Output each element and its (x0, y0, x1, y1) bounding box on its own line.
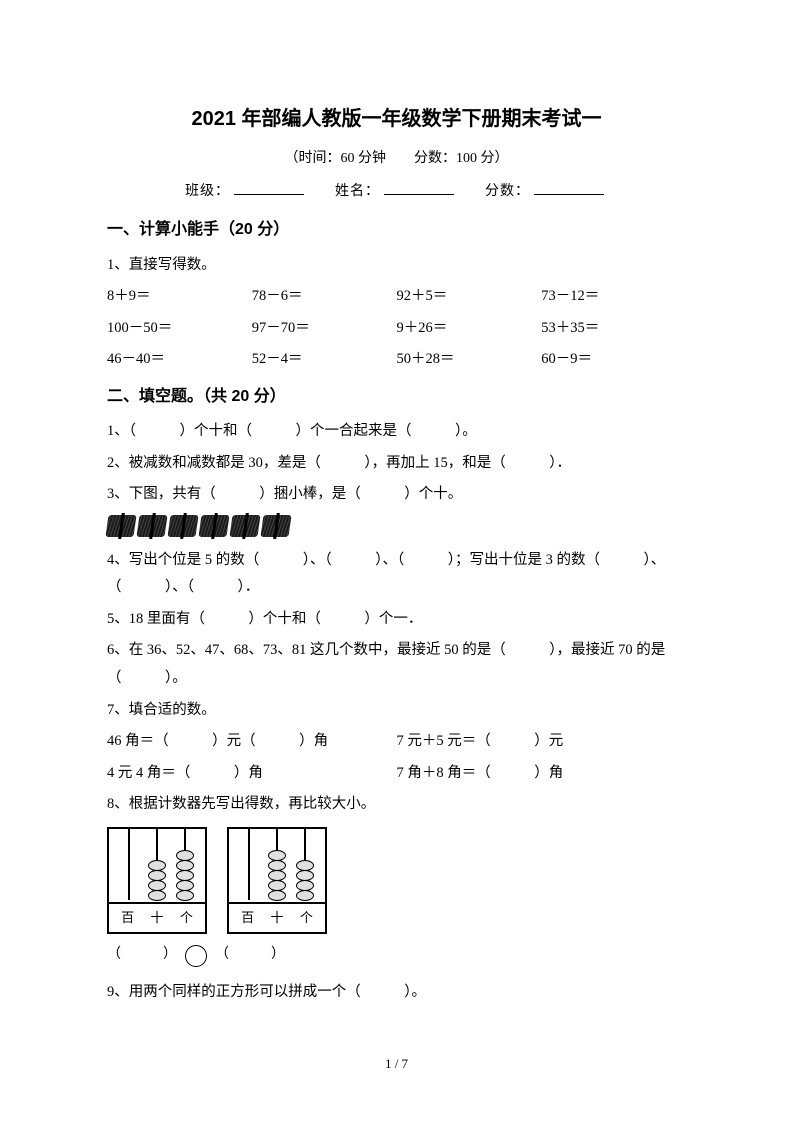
exam-title: 2021 年部编人教版一年级数学下册期末考试一 (107, 100, 686, 138)
abacus-rod (248, 829, 250, 900)
compare-right-blank: （ ） (215, 942, 285, 969)
q7-cell: 4 元 4 角＝（ ）角 (107, 760, 397, 788)
score-label: 分数： (485, 184, 530, 199)
abacus-bead (148, 890, 166, 901)
calc-cell: 50＋28＝ (397, 346, 542, 374)
abacus-rod (156, 829, 158, 900)
abacus-place-label: 十 (270, 906, 283, 931)
section-2-header: 二、填空题。（共 20 分） (107, 382, 686, 412)
abacus-place-label: 百 (241, 906, 254, 931)
calc-cell: 53＋35＝ (541, 315, 686, 343)
name-label: 姓名： (335, 184, 380, 199)
calc-cell: 52－4＝ (252, 346, 397, 374)
exam-subtitle: （时间：60 分钟 分数：100 分） (107, 146, 686, 173)
calc-row: 8＋9＝78－6＝92＋5＝73－12＝ (107, 283, 686, 311)
abacus-2: 百十个 (227, 827, 327, 935)
calc-cell: 8＋9＝ (107, 283, 252, 311)
class-blank (234, 181, 304, 195)
compare-left-blank: （ ） (107, 942, 177, 969)
abacus-place-label: 个 (180, 906, 193, 931)
calc-cell: 60－9＝ (541, 346, 686, 374)
s2-q1: 1、（ ）个十和（ ）个一合起来是（ ）。 (107, 418, 686, 446)
calc-row: 100－50＝97－70＝9＋26＝53＋35＝ (107, 315, 686, 343)
score-blank (534, 181, 604, 195)
stick-bundle (198, 515, 229, 537)
stick-bundle (260, 515, 291, 537)
calc-cell: 9＋26＝ (397, 315, 542, 343)
compare-circle (185, 945, 207, 967)
abacus-rod (184, 829, 186, 900)
q7-cell: 7 角＋8 角＝（ ）角 (397, 760, 687, 788)
section-1-header: 一、计算小能手（20 分） (107, 215, 686, 245)
q7-cell: 7 元＋5 元＝（ ）元 (397, 728, 687, 756)
abacus-rod (304, 829, 306, 900)
student-info-line: 班级： 姓名： 分数： (107, 179, 686, 206)
abacus-place-label: 百 (121, 906, 134, 931)
s2-q5: 5、18 里面有（ ）个十和（ ）个一． (107, 606, 686, 634)
stick-bundle (229, 515, 260, 537)
q7-cell: 46 角＝（ ）元（ ）角 (107, 728, 397, 756)
class-label: 班级： (185, 184, 230, 199)
abacus-rod (128, 829, 130, 900)
q7-row: 46 角＝（ ）元（ ）角7 元＋5 元＝（ ）元 (107, 728, 686, 756)
s1-q1-label: 1、直接写得数。 (107, 252, 686, 280)
s2-q2: 2、被减数和减数都是 30，差是（ ），再加上 15，和是（ ）． (107, 450, 686, 478)
calculation-grid: 8＋9＝78－6＝92＋5＝73－12＝ 100－50＝97－70＝9＋26＝53… (107, 283, 686, 374)
s2-q4: 4、写出个位是 5 的数（ ）、（ ）、（ ）；写出十位是 3 的数（ ）、（ … (107, 547, 686, 602)
stick-bundle (167, 515, 198, 537)
calc-cell: 100－50＝ (107, 315, 252, 343)
s2-q7-rows: 46 角＝（ ）元（ ）角7 元＋5 元＝（ ）元4 元 4 角＝（ ）角7 角… (107, 728, 686, 787)
abacus-bead (268, 890, 286, 901)
stick-bundle (105, 515, 136, 537)
abacus-place-label: 个 (300, 906, 313, 931)
abacus-1: 百十个 (107, 827, 207, 935)
calc-cell: 78－6＝ (252, 283, 397, 311)
s2-q9: 9、用两个同样的正方形可以拼成一个（ ）。 (107, 979, 686, 1007)
s2-q6: 6、在 36、52、47、68、73、81 这几个数中，最接近 50 的是（ ）… (107, 637, 686, 692)
s2-q8: 8、根据计数器先写出得数，再比较大小。 (107, 791, 686, 819)
calc-cell: 92＋5＝ (397, 283, 542, 311)
calc-cell: 73－12＝ (541, 283, 686, 311)
s2-q3: 3、下图，共有（ ）捆小棒，是（ ）个十。 (107, 481, 686, 509)
abacus-rod (276, 829, 278, 900)
name-blank (384, 181, 454, 195)
abacus-bead (176, 890, 194, 901)
calc-cell: 97－70＝ (252, 315, 397, 343)
abacus-row: 百十个 百十个 (107, 827, 686, 935)
q7-row: 4 元 4 角＝（ ）角7 角＋8 角＝（ ）角 (107, 760, 686, 788)
compare-row: （ ） （ ） (107, 942, 686, 969)
stick-bundle (136, 515, 167, 537)
abacus-place-label: 十 (150, 906, 163, 931)
stick-bundles (107, 515, 686, 537)
page-number: 1 / 7 (0, 1052, 793, 1077)
calc-cell: 46－40＝ (107, 346, 252, 374)
s2-q7: 7、填合适的数。 (107, 697, 686, 725)
calc-row: 46－40＝52－4＝50＋28＝60－9＝ (107, 346, 686, 374)
abacus-bead (296, 890, 314, 901)
